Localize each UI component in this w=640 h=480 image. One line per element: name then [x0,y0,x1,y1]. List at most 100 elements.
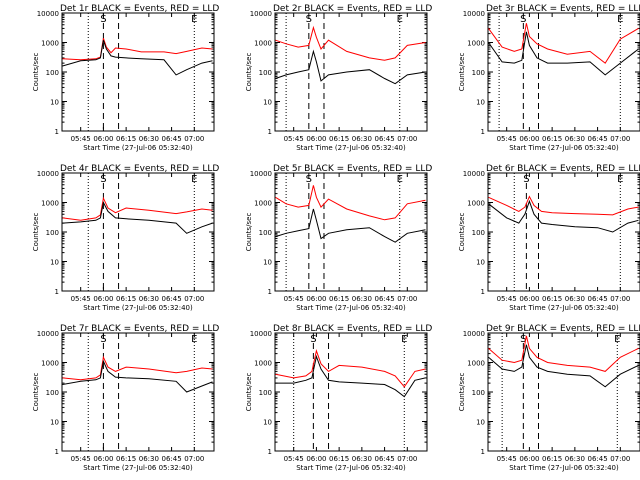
marker-label: E [191,334,197,345]
y-tick-label: 10 [263,259,272,267]
lld-series-line [488,23,639,64]
lld-series-line [275,348,426,388]
panel-title: Det 7r BLACK = Events, RED = LLD [60,324,219,334]
x-tick-label: 05:45 [71,135,91,143]
x-tick-label: 06:45 [161,455,181,463]
x-axis-label: Start Time (27-Jul-06 05:32:40) [509,464,619,472]
x-axis-label: Start Time (27-Jul-06 05:32:40) [296,144,406,152]
x-axis-label: Start Time (27-Jul-06 05:32:40) [509,144,619,152]
plot-frame [487,172,640,292]
detector-panel: Det 3r BLACK = Events, RED = LLD 1 10 100 10… [458,4,640,152]
y-axis-label: Counts/sec [245,373,253,412]
detector-panel: Det 9r BLACK = Events, RED = LLD 1 10 100 10… [458,324,640,472]
events-series-line [275,208,426,243]
detector-panel: Det 5r BLACK = Events, RED = LLD 1 10 100 10… [245,164,432,312]
x-tick-label: 06:45 [374,295,394,303]
y-tick-label: 1 [481,128,485,136]
x-tick-label: 06:45 [374,455,394,463]
events-series-line [488,344,639,388]
x-axis-label: Start Time (27-Jul-06 05:32:40) [83,304,193,312]
x-tick-label: 06:30 [139,295,159,303]
x-tick-label: 06:00 [93,135,113,143]
y-tick-label: 10000 [250,170,272,178]
lld-series-line [275,185,426,221]
y-tick-label: 10000 [37,170,59,178]
x-tick-label: 06:00 [519,295,539,303]
x-axis-label: Start Time (27-Jul-06 05:32:40) [296,464,406,472]
y-tick-label: 1000 [467,360,485,368]
panel-title: Det 4r BLACK = Events, RED = LLD [60,164,219,174]
events-series-line [62,40,213,76]
y-tick-label: 1000 [41,200,59,208]
panel-title: Det 6r BLACK = Events, RED = LLD [486,164,640,174]
plot-frame [61,172,215,292]
y-tick-label: 100 [472,389,485,397]
x-tick-label: 06:30 [565,295,585,303]
y-tick-label: 1 [55,448,59,456]
x-tick-label: 06:45 [587,135,607,143]
marker-label: E [397,174,403,185]
y-tick-label: 1000 [41,40,59,48]
marker-label: E [397,14,403,25]
marker-label: S [306,174,312,185]
y-tick-label: 1000 [254,40,272,48]
marker-label: S [523,174,529,185]
marker-label: S [520,334,526,345]
y-tick-label: 10 [263,419,272,427]
marker-label: S [520,14,526,25]
detector-panel: Det 1r BLACK = Events, RED = LLD 1 10 100 10… [32,4,219,152]
x-tick-label: 06:15 [542,135,562,143]
y-axis-label: Counts/sec [32,373,40,412]
plot-frame [61,332,215,452]
lld-series-line [62,38,213,61]
x-tick-label: 07:00 [184,135,204,143]
y-axis-label: Counts/sec [245,53,253,92]
marker-label: E [617,174,623,185]
y-tick-label: 1 [268,288,272,296]
y-tick-label: 10000 [463,10,485,18]
y-axis-label: Counts/sec [458,213,466,252]
detector-panel: Det 6r BLACK = Events, RED = LLD 1 10 100 10… [458,164,640,312]
x-axis-label: Start Time (27-Jul-06 05:32:40) [509,304,619,312]
x-tick-label: 06:15 [542,295,562,303]
x-tick-label: 06:15 [116,135,136,143]
events-series-line [62,200,213,234]
marker-label: E [614,334,620,345]
y-tick-label: 100 [259,69,272,77]
x-tick-label: 05:45 [497,455,517,463]
panel-title: Det 5r BLACK = Events, RED = LLD [273,164,432,174]
events-series-line [62,359,213,393]
marker-label: E [191,174,197,185]
panel-title: Det 1r BLACK = Events, RED = LLD [60,4,219,14]
x-tick-label: 06:00 [93,295,113,303]
y-tick-label: 100 [259,229,272,237]
y-tick-label: 10000 [37,330,59,338]
y-tick-label: 100 [472,69,485,77]
x-tick-label: 06:30 [565,135,585,143]
events-series-line [488,199,639,233]
x-tick-label: 06:15 [542,455,562,463]
panel-title: Det 3r BLACK = Events, RED = LLD [486,4,640,14]
y-tick-label: 1 [481,288,485,296]
x-tick-label: 06:30 [352,135,372,143]
x-tick-label: 06:00 [519,455,539,463]
y-tick-label: 1000 [467,200,485,208]
marker-label: S [100,174,106,185]
x-tick-label: 07:00 [610,455,630,463]
marker-label: S [100,14,106,25]
y-tick-label: 1 [268,448,272,456]
y-tick-label: 10000 [463,330,485,338]
panel-title: Det 8r BLACK = Events, RED = LLD [273,324,432,334]
events-series-line [275,49,426,85]
x-tick-label: 05:45 [497,295,517,303]
x-tick-label: 06:15 [329,135,349,143]
x-tick-label: 06:30 [139,455,159,463]
x-tick-label: 07:00 [184,295,204,303]
y-axis-label: Counts/sec [245,213,253,252]
panel-title: Det 2r BLACK = Events, RED = LLD [273,4,432,14]
y-tick-label: 100 [46,69,59,77]
detector-panel: Det 4r BLACK = Events, RED = LLD 1 10 100 10… [32,164,219,312]
marker-label: S [306,14,312,25]
y-tick-label: 10 [50,99,59,107]
y-tick-label: 1000 [41,360,59,368]
